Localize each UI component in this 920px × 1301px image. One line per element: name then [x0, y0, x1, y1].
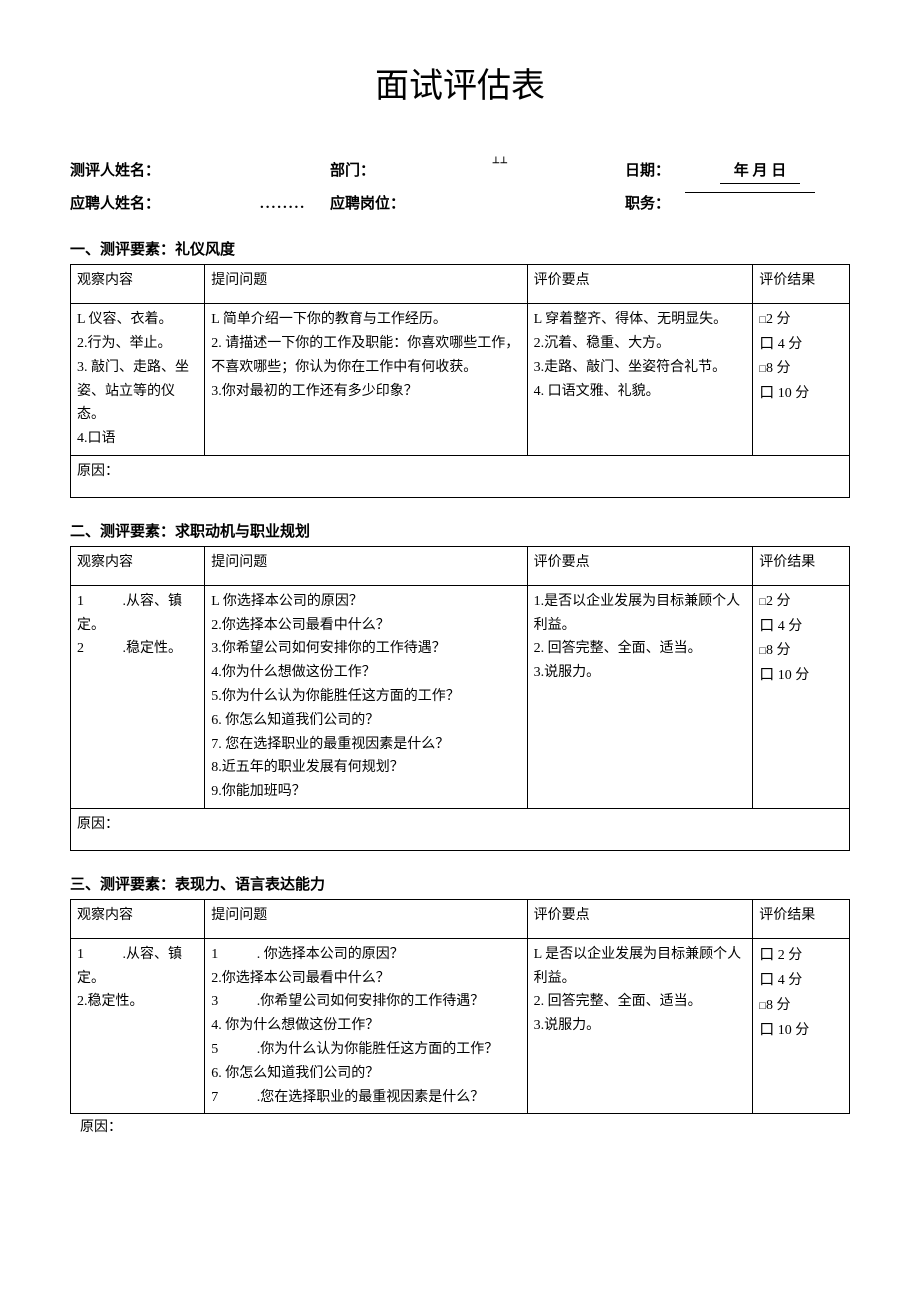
header-result: 评价结果: [753, 546, 850, 585]
header-points: 评价要点: [527, 899, 753, 938]
score-option: 口 2 分: [759, 943, 843, 969]
reason-cell: 原因：: [71, 808, 850, 850]
position-label: 应聘岗位：: [330, 192, 405, 216]
date-value: 年 月 日: [720, 159, 800, 184]
date-label: 日期：: [625, 159, 670, 183]
score-option: 口 10 分: [759, 663, 843, 689]
score-option: □8 分: [759, 357, 843, 381]
question-content: 1 . 你选择本公司的原因？ 2.你选择本公司最看中什么？ 3 .你希望公司如何…: [205, 938, 527, 1114]
header-result: 评价结果: [753, 265, 850, 304]
score-option: 口 4 分: [759, 614, 843, 640]
section-title-3: 三、测评要素：表现力、语言表达能力: [70, 873, 850, 897]
mark-symbol: ⊥⊥: [492, 153, 508, 167]
question-content: L 你选择本公司的原因？ 2.你选择本公司最看中什么？ 3.你希望公司如何安排你…: [205, 585, 527, 808]
score-option: □8 分: [759, 994, 843, 1018]
reason-cell: 原因：: [71, 455, 850, 497]
result-content: □2 分口 4 分□8 分口 10 分: [753, 304, 850, 456]
header-points: 评价要点: [527, 265, 753, 304]
evaluator-name-label: 测评人姓名：: [70, 159, 160, 183]
header-points: 评价要点: [527, 546, 753, 585]
department-label: 部门：: [330, 159, 375, 183]
reason-plain: 原因：: [80, 1117, 850, 1139]
candidate-name-label: 应聘人姓名：: [70, 192, 160, 216]
meta-row-2: 应聘人姓名： ........ 应聘岗位： 职务：: [70, 192, 850, 216]
header-question: 提问问题: [205, 265, 527, 304]
points-content: 1.是否以企业发展为目标兼顾个人利益。 2. 回答完整、全面、适当。 3.说服力…: [527, 585, 753, 808]
evaluation-table-2: 观察内容提问问题评价要点评价结果 1 .从容、镇定。 2 .稳定性。L 你选择本公…: [70, 546, 850, 851]
score-option: □8 分: [759, 639, 843, 663]
job-title-label: 职务：: [625, 192, 670, 216]
observe-content: L 仪容、衣着。 2.行为、举止。 3. 敲门、走路、坐姿、站立等的仪态。 4.…: [71, 304, 205, 456]
score-option: 口 10 分: [759, 1018, 843, 1044]
result-content: □2 分口 4 分□8 分口 10 分: [753, 585, 850, 808]
observe-content: 1 .从容、镇定。 2.稳定性。: [71, 938, 205, 1114]
score-option: 口 10 分: [759, 381, 843, 407]
header-question: 提问问题: [205, 546, 527, 585]
header-observe: 观察内容: [71, 265, 205, 304]
evaluation-table-3: 观察内容提问问题评价要点评价结果 1 .从容、镇定。 2.稳定性。1 . 你选择本…: [70, 899, 850, 1114]
header-observe: 观察内容: [71, 899, 205, 938]
header-question: 提问问题: [205, 899, 527, 938]
question-content: L 简单介绍一下你的教育与工作经历。 2. 请描述一下你的工作及职能：你喜欢哪些…: [205, 304, 527, 456]
evaluation-table-1: 观察内容提问问题评价要点评价结果 L 仪容、衣着。 2.行为、举止。 3. 敲门、…: [70, 264, 850, 498]
dots: ........: [260, 192, 306, 216]
job-title-underline: [685, 192, 815, 193]
header-observe: 观察内容: [71, 546, 205, 585]
header-result: 评价结果: [753, 899, 850, 938]
score-option: □2 分: [759, 590, 843, 614]
score-option: 口 4 分: [759, 332, 843, 358]
section-title-2: 二、测评要素：求职动机与职业规划: [70, 520, 850, 544]
score-option: 口 4 分: [759, 968, 843, 994]
points-content: L 是否以企业发展为目标兼顾个人利益。 2. 回答完整、全面、适当。 3.说服力…: [527, 938, 753, 1114]
observe-content: 1 .从容、镇定。 2 .稳定性。: [71, 585, 205, 808]
result-content: 口 2 分口 4 分□8 分口 10 分: [753, 938, 850, 1114]
section-title-1: 一、测评要素：礼仪风度: [70, 238, 850, 262]
page-title: 面试评估表: [70, 60, 850, 114]
score-option: □2 分: [759, 308, 843, 332]
meta-row-1: 测评人姓名： 部门： ⊥⊥ 日期： 年 月 日: [70, 159, 850, 184]
points-content: L 穿着整齐、得体、无明显失。 2.沉着、稳重、大方。 3.走路、敲门、坐姿符合…: [527, 304, 753, 456]
